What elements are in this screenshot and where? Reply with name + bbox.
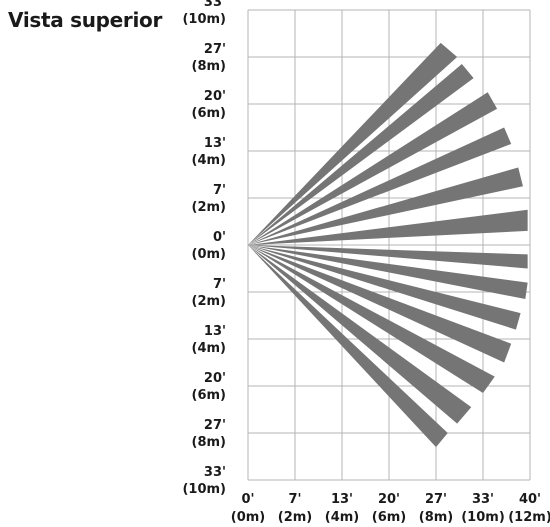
detection-beam bbox=[248, 245, 448, 448]
detection-beam bbox=[248, 245, 512, 363]
y-tick-meters: (10m) bbox=[182, 482, 226, 497]
y-tick-label: 7' (2m) bbox=[192, 277, 226, 309]
x-tick-meters: (0m) bbox=[231, 510, 265, 525]
y-tick-feet: 33' bbox=[204, 465, 226, 480]
y-tick-label: 13' (4m) bbox=[192, 136, 226, 168]
detection-beam bbox=[248, 209, 528, 245]
y-tick-feet: 13' bbox=[204, 324, 226, 339]
detection-beam bbox=[248, 167, 523, 245]
x-tick-feet: 33' bbox=[472, 492, 494, 507]
detection-beams bbox=[248, 42, 528, 448]
y-axis-labels: 33' (10m) 27' (8m) 20' (6m) 13' (4m) 7' (2m) 0' (0m… bbox=[182, 0, 226, 497]
x-tick-label: 13' (4m) bbox=[325, 492, 359, 525]
x-tick-label: 7' (2m) bbox=[278, 492, 312, 525]
x-tick-meters: (4m) bbox=[325, 510, 359, 525]
y-tick-feet: 33' bbox=[204, 0, 226, 10]
detection-beam bbox=[248, 245, 528, 269]
y-tick-meters: (8m) bbox=[192, 435, 226, 450]
detection-beam bbox=[248, 92, 498, 245]
detection-beam bbox=[248, 245, 521, 330]
detection-beam bbox=[248, 245, 472, 424]
y-tick-feet: 20' bbox=[204, 371, 226, 386]
x-tick-meters: (12m) bbox=[508, 510, 550, 525]
y-tick-meters: (10m) bbox=[182, 12, 226, 27]
x-tick-feet: 27' bbox=[425, 492, 447, 507]
y-tick-feet: 13' bbox=[204, 136, 226, 151]
x-tick-feet: 0' bbox=[241, 492, 254, 507]
x-tick-label: 27' (8m) bbox=[419, 492, 453, 525]
x-tick-feet: 20' bbox=[378, 492, 400, 507]
x-tick-meters: (10m) bbox=[461, 510, 505, 525]
y-tick-meters: (2m) bbox=[192, 200, 226, 215]
detection-beam bbox=[248, 42, 458, 246]
y-tick-label: 0' (0m) bbox=[192, 230, 226, 262]
y-tick-feet: 7' bbox=[213, 183, 226, 198]
x-tick-meters: (8m) bbox=[419, 510, 453, 525]
y-tick-label: 13' (4m) bbox=[192, 324, 226, 356]
y-tick-label: 27' (8m) bbox=[192, 42, 226, 74]
detection-beam bbox=[248, 245, 495, 394]
y-tick-meters: (8m) bbox=[192, 59, 226, 74]
y-tick-feet: 27' bbox=[204, 418, 226, 433]
x-axis-labels: 0' (0m) 7' (2m) 13' (4m) 20' (6m) 27' (8m) 33' (10m… bbox=[231, 492, 550, 525]
x-tick-feet: 13' bbox=[331, 492, 353, 507]
detection-beam bbox=[248, 127, 512, 245]
x-tick-label: 20' (6m) bbox=[372, 492, 406, 525]
y-tick-feet: 20' bbox=[204, 89, 226, 104]
y-tick-meters: (2m) bbox=[192, 294, 226, 309]
detection-beam bbox=[248, 245, 528, 300]
y-tick-meters: (4m) bbox=[192, 153, 226, 168]
grid bbox=[247, 9, 531, 481]
y-tick-meters: (6m) bbox=[192, 106, 226, 121]
x-tick-feet: 40' bbox=[519, 492, 541, 507]
x-tick-label: 40' (12m) bbox=[508, 492, 550, 525]
y-tick-feet: 7' bbox=[213, 277, 226, 292]
x-tick-feet: 7' bbox=[288, 492, 301, 507]
y-tick-label: 33' (10m) bbox=[182, 465, 226, 497]
x-tick-label: 33' (10m) bbox=[461, 492, 505, 525]
y-tick-label: 20' (6m) bbox=[192, 89, 226, 121]
y-tick-label: 20' (6m) bbox=[192, 371, 226, 403]
diagram-title: Vista superior bbox=[8, 8, 163, 32]
y-tick-meters: (0m) bbox=[192, 247, 226, 262]
y-tick-label: 7' (2m) bbox=[192, 183, 226, 215]
detection-beam bbox=[248, 64, 474, 245]
y-tick-feet: 0' bbox=[213, 230, 226, 245]
x-tick-meters: (2m) bbox=[278, 510, 312, 525]
x-tick-label: 0' (0m) bbox=[231, 492, 265, 525]
y-tick-label: 33' (10m) bbox=[182, 0, 226, 27]
y-tick-label: 27' (8m) bbox=[192, 418, 226, 450]
y-tick-meters: (6m) bbox=[192, 388, 226, 403]
y-tick-meters: (4m) bbox=[192, 341, 226, 356]
y-tick-feet: 27' bbox=[204, 42, 226, 57]
x-tick-meters: (6m) bbox=[372, 510, 406, 525]
